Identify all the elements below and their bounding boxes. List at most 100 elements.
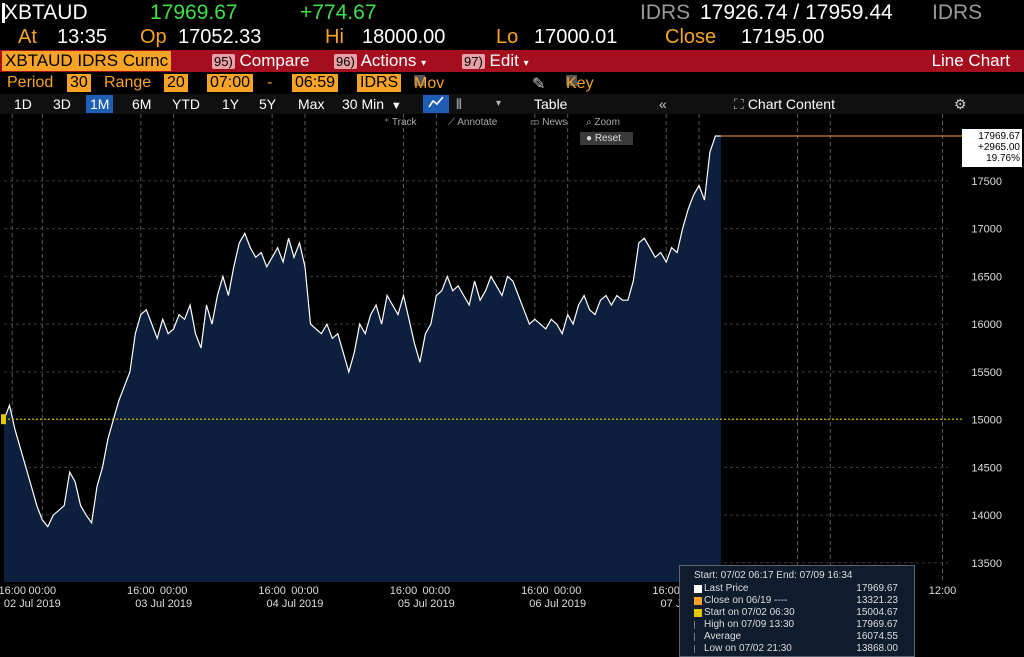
y-tick-label: 14500 [971, 462, 1002, 474]
table-button[interactable]: Table [534, 96, 568, 112]
track-tool[interactable]: ⁺ Track [384, 117, 417, 128]
legend-name: High on 07/09 13:30 [704, 619, 795, 630]
collapse-icon[interactable]: « [659, 96, 667, 112]
zoom-label: Zoom [594, 117, 620, 128]
x-tick-label: 00:00 [160, 585, 188, 597]
range-1m[interactable]: 1M [86, 95, 114, 113]
actions-number: 96) [334, 54, 357, 69]
chart-toolbar: 1D 3D 1M 6M YTD 1Y 5Y Max 30 Min ▼ ⫴ ▾ T… [0, 94, 1024, 114]
y-tick-label: 17000 [971, 224, 1002, 236]
range-3d[interactable]: 3D [53, 96, 71, 112]
range-input[interactable]: 20 [164, 74, 188, 92]
y-tick-label: 16000 [971, 319, 1002, 331]
interval-select[interactable]: 30 Min ▼ [338, 95, 406, 113]
x-date-label: 02 Jul 2019 [4, 598, 61, 610]
mov-avg-checkbox[interactable] [414, 75, 425, 86]
pencil-icon[interactable]: ✎ [532, 76, 546, 93]
range-label: Range [104, 74, 152, 91]
last-price-tag-text: 19.76% [986, 153, 1020, 164]
legend-value: 17969.67 [856, 583, 898, 594]
last-price: 17969.67 [150, 1, 238, 24]
start-time-input[interactable]: 07:00 [207, 74, 254, 92]
x-tick-label: 16:00 [390, 585, 418, 597]
key-events-checkbox[interactable] [566, 75, 577, 86]
legend-swatch [694, 621, 702, 629]
time-separator: - [267, 74, 273, 91]
x-date-label: 06 Jul 2019 [529, 598, 586, 610]
y-tick-label: 17500 [971, 176, 1002, 188]
reset-button[interactable]: ● Reset [580, 132, 633, 145]
ticker-symbol[interactable]: XBTAUD [4, 1, 88, 24]
annotate-tool[interactable]: ⟋ Annotate [448, 117, 498, 128]
y-tick-label: 16500 [971, 271, 1002, 283]
news-tool[interactable]: ▭ News [530, 117, 568, 128]
legend-item: Last Price 17969.67 [694, 583, 904, 595]
high-label: Hi [325, 26, 344, 48]
range-5y[interactable]: 5Y [259, 96, 277, 112]
legend-name: Low on 07/02 21:30 [704, 643, 792, 654]
price-line [3, 135, 721, 528]
open-value: 17052.33 [178, 26, 262, 48]
chart-canvas[interactable]: 13500 14000 14500 15000 15500 16000 16500 17000… [0, 114, 1024, 613]
source-label-left: IDRS [640, 1, 691, 24]
legend-item: Close on 06/19 ---- 13321.23 [694, 595, 904, 607]
bar-chart-icon[interactable]: ⫴ [456, 96, 462, 112]
price-area [4, 136, 721, 582]
gear-icon[interactable]: ⚙ [954, 96, 967, 112]
price-chart[interactable]: 13500 14000 14500 15000 15500 16000 16500 17000… [0, 114, 1024, 657]
range-1y[interactable]: 1Y [222, 96, 240, 112]
chart-legend[interactable]: Start: 07/02 06:17 End: 07/09 16:34 Last… [679, 565, 915, 657]
zoom-tool[interactable]: ⌕ Zoom [586, 117, 620, 128]
range-6m[interactable]: 6M [132, 96, 152, 112]
last-price-tag [962, 128, 1022, 167]
compare-label: Compare [239, 51, 310, 70]
x-tick-label: 00:00 [291, 585, 319, 597]
news-label: News [542, 117, 568, 128]
source-input[interactable]: IDRS [357, 74, 402, 92]
end-time-input[interactable]: 06:59 [292, 74, 339, 92]
quote-header: XBTAUD 17969.67 +774.67 IDRS 17926.74 / … [0, 0, 1024, 26]
net-change: +774.67 [300, 1, 377, 24]
chart-type-dropdown-icon[interactable]: ▾ [496, 98, 502, 109]
period-input[interactable]: 30 [67, 74, 91, 92]
legend-name: Close on 06/19 ---- [704, 595, 788, 606]
track-label: Track [391, 117, 417, 128]
legend-item: Average 16074.55 [694, 631, 904, 643]
legend-value: 17969.67 [856, 619, 898, 630]
legend-item: Low on 07/02 21:30 13868.00 [694, 643, 904, 655]
close-value: 17195.00 [741, 26, 825, 48]
edit-dropdown-icon: ▾ [523, 58, 529, 69]
open-label: Op [140, 26, 167, 48]
chart-content-button[interactable]: ⛶ Chart Content [730, 95, 839, 113]
chart-content-icon: ⛶ [734, 96, 744, 112]
range-ytd[interactable]: YTD [172, 96, 200, 112]
x-date-label: 03 Jul 2019 [135, 598, 192, 610]
legend-swatch [694, 609, 702, 617]
security-field[interactable]: XBTAUD IDRS Curnc [2, 51, 172, 71]
y-tick-label: 14000 [971, 510, 1002, 522]
close-label: Close [665, 26, 717, 48]
reset-label: Reset [594, 133, 621, 144]
bid-ask: 17926.74 / 17959.44 [700, 1, 893, 24]
period-label: Period [7, 74, 54, 91]
line-chart-icon[interactable] [423, 95, 449, 113]
last-price-tag-text: 17969.67 [978, 131, 1020, 142]
at-value: 13:35 [57, 26, 108, 48]
legend-name: Last Price [704, 583, 749, 594]
compare-number: 95) [212, 54, 235, 69]
action-bar: XBTAUD IDRS Curnc 95) Compare 96) Action… [0, 50, 1024, 72]
low-label: Lo [496, 26, 519, 48]
chart-type-title: Line Chart [931, 51, 1010, 70]
edit-label: Edit [489, 51, 519, 70]
chart-content-label: Chart Content [747, 96, 835, 112]
range-1d[interactable]: 1D [14, 96, 32, 112]
edit-number: 97) [462, 54, 485, 69]
interval-label: 30 Min [342, 96, 385, 112]
actions-button[interactable]: 96) Actions ▾ [330, 51, 430, 71]
range-max[interactable]: Max [298, 96, 325, 112]
legend-swatch [694, 597, 702, 605]
x-date-label: 05 Jul 2019 [398, 598, 455, 610]
legend-item: High on 07/09 13:30 17969.67 [694, 619, 904, 631]
compare-button[interactable]: 95) Compare [208, 51, 313, 71]
edit-button[interactable]: 97) Edit ▾ [458, 51, 533, 71]
